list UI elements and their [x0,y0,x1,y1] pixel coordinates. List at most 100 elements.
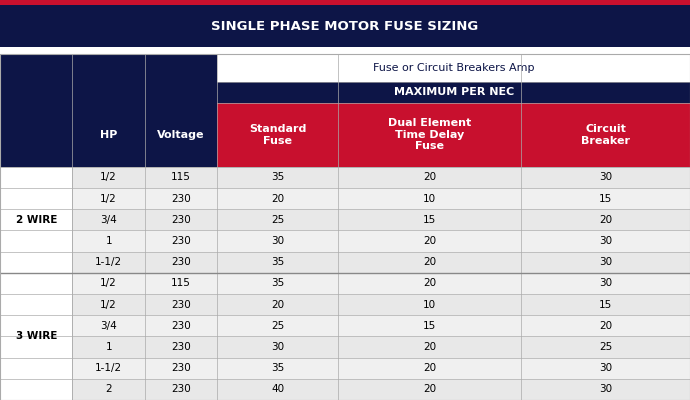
Text: 35: 35 [271,278,284,288]
Text: 35: 35 [271,257,284,267]
Text: 230: 230 [171,300,191,310]
Text: SINGLE PHASE MOTOR FUSE SIZING: SINGLE PHASE MOTOR FUSE SIZING [211,20,479,33]
Text: Dual Element
Time Delay
Fuse: Dual Element Time Delay Fuse [388,118,471,151]
Text: 2: 2 [106,384,112,394]
Bar [0,209,72,230]
Bar [0,358,72,379]
Text: 20: 20 [423,384,436,394]
Text: 230: 230 [171,236,191,246]
Text: 30: 30 [271,236,284,246]
Text: 20: 20 [423,342,436,352]
Bar [72,294,690,315]
Bar [0,379,72,400]
Text: MAXIMUM PER NEC: MAXIMUM PER NEC [393,87,514,97]
Bar [217,82,690,103]
Text: Fuse or Circuit Breakers Amp: Fuse or Circuit Breakers Amp [373,63,535,73]
Text: 10: 10 [423,194,436,204]
Text: 20: 20 [423,257,436,267]
Text: 35: 35 [271,172,284,182]
Text: 35: 35 [271,363,284,373]
Text: 30: 30 [599,363,612,373]
Bar [72,230,690,252]
Bar [0,103,217,167]
Bar [0,188,72,209]
Bar [0,252,72,273]
Text: 40: 40 [271,384,284,394]
Text: 20: 20 [599,321,612,331]
Bar [0,294,72,315]
Text: 230: 230 [171,194,191,204]
Bar [0,54,217,82]
Text: 115: 115 [171,278,191,288]
Bar [0,167,72,188]
Text: 25: 25 [599,342,612,352]
Text: 2 WIRE: 2 WIRE [16,215,57,225]
Bar [0,0,690,42]
Text: 1: 1 [106,342,112,352]
Bar [0,230,72,252]
Bar [72,379,690,400]
Text: 1/2: 1/2 [100,278,117,288]
Text: 15: 15 [599,194,612,204]
Text: Standard
Fuse: Standard Fuse [249,124,306,146]
Bar [0,336,72,358]
Text: 3 WIRE: 3 WIRE [16,331,57,342]
Bar [72,252,690,273]
Bar [0,273,72,294]
Text: 30: 30 [271,342,284,352]
Text: 1/2: 1/2 [100,172,117,182]
Text: 3/4: 3/4 [100,215,117,225]
Text: 1-1/2: 1-1/2 [95,363,122,373]
Text: 3/4: 3/4 [100,321,117,331]
Bar [0,5,690,47]
Bar [0,47,690,54]
Text: 20: 20 [423,363,436,373]
Bar [72,315,690,336]
Text: 20: 20 [423,236,436,246]
Text: HP: HP [100,130,117,140]
Text: 20: 20 [271,194,284,204]
Text: Circuit
Breaker: Circuit Breaker [581,124,630,146]
Text: 25: 25 [271,215,284,225]
Bar [72,358,690,379]
Bar [72,167,690,188]
Bar [72,336,690,358]
Bar [217,54,690,82]
Text: 230: 230 [171,384,191,394]
Text: 20: 20 [423,172,436,182]
Bar [0,315,72,336]
Text: 30: 30 [599,236,612,246]
Text: 30: 30 [599,384,612,394]
Bar [521,103,690,167]
Text: 15: 15 [423,321,436,331]
Text: 230: 230 [171,257,191,267]
Text: 20: 20 [599,215,612,225]
Bar [72,273,690,294]
Text: 1-1/2: 1-1/2 [95,257,122,267]
Bar [217,103,338,167]
Text: 15: 15 [423,215,436,225]
Bar [0,82,217,103]
Bar [338,103,521,167]
Text: 1/2: 1/2 [100,194,117,204]
Text: 1/2: 1/2 [100,300,117,310]
Bar [0,54,690,400]
Bar [72,188,690,209]
Bar [72,209,690,230]
Text: 20: 20 [271,300,284,310]
Text: 30: 30 [599,257,612,267]
Text: 1: 1 [106,236,112,246]
Text: 230: 230 [171,215,191,225]
Text: 230: 230 [171,321,191,331]
Text: 20: 20 [423,278,436,288]
Text: 115: 115 [171,172,191,182]
Bar [0,0,690,5]
Text: 230: 230 [171,342,191,352]
Text: Voltage: Voltage [157,130,205,140]
Text: 30: 30 [599,278,612,288]
Text: 25: 25 [271,321,284,331]
Text: 10: 10 [423,300,436,310]
Text: 230: 230 [171,363,191,373]
Text: 15: 15 [599,300,612,310]
Text: 30: 30 [599,172,612,182]
